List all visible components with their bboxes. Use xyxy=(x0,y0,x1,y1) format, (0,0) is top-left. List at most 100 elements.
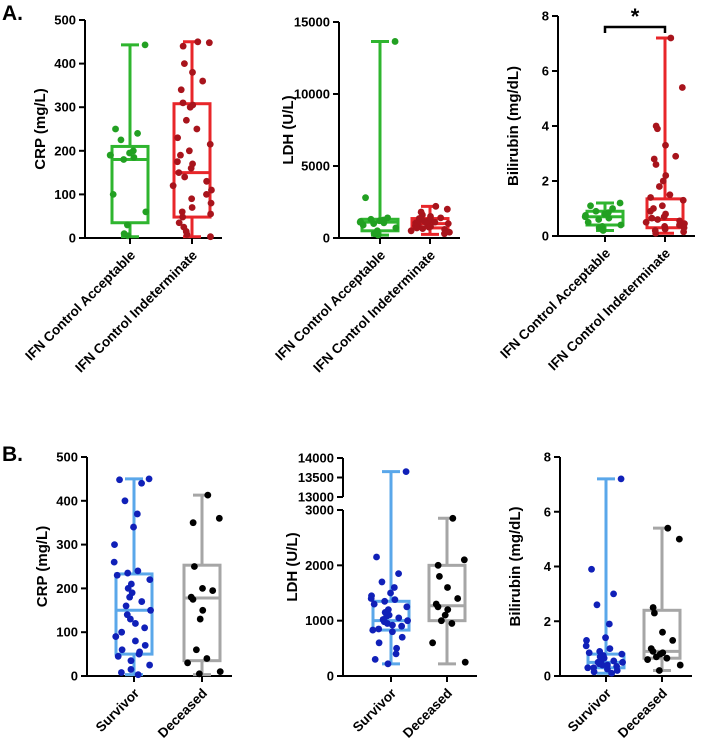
data-point xyxy=(130,153,138,161)
data-point xyxy=(610,657,618,665)
data-point xyxy=(662,172,670,179)
data-point xyxy=(141,41,149,49)
data-point xyxy=(404,617,411,625)
data-point xyxy=(134,567,142,575)
data-point xyxy=(189,68,196,76)
data-point xyxy=(449,514,457,522)
data-point xyxy=(199,77,207,85)
data-point xyxy=(652,161,660,168)
data-point xyxy=(595,216,603,223)
data-point xyxy=(678,84,686,91)
data-point xyxy=(130,523,137,531)
data-point xyxy=(384,660,392,668)
y-axis-title: Bilirubin (mg/dL) xyxy=(505,66,522,186)
data-point xyxy=(598,661,606,669)
data-point xyxy=(378,578,386,586)
data-point xyxy=(371,656,379,663)
data-point xyxy=(398,622,406,630)
y-tick-label: 300 xyxy=(56,537,78,552)
significance-bracket xyxy=(603,25,667,33)
data-point xyxy=(582,642,590,650)
data-point xyxy=(118,628,126,636)
data-point xyxy=(370,600,378,608)
data-point xyxy=(206,140,214,148)
panel-label-b: B. xyxy=(2,443,23,466)
y-tick-label: 1000 xyxy=(305,613,334,628)
data-point xyxy=(419,225,427,233)
data-point xyxy=(113,571,121,579)
data-point xyxy=(660,213,668,221)
data-point xyxy=(216,668,224,676)
data-point xyxy=(359,221,367,229)
data-point xyxy=(126,615,134,623)
y-tick-label: 300 xyxy=(54,100,76,115)
y-tick-label: 14000 xyxy=(298,451,334,466)
y-tick-label: 0 xyxy=(327,669,334,684)
data-point xyxy=(191,563,198,570)
data-point xyxy=(110,558,118,566)
data-point xyxy=(431,218,439,226)
data-point xyxy=(194,38,202,46)
x-category-label: IFN Control Indeterminate xyxy=(545,245,673,373)
data-point xyxy=(617,221,625,229)
data-point xyxy=(672,152,680,160)
data-point xyxy=(605,214,613,222)
data-point xyxy=(443,205,451,213)
data-point xyxy=(389,621,396,629)
data-point xyxy=(432,202,440,210)
data-point xyxy=(461,658,469,666)
y-tick-label: 500 xyxy=(56,450,78,465)
data-point xyxy=(444,606,452,613)
data-point xyxy=(146,576,154,584)
data-point xyxy=(173,158,181,166)
panel-label-a: A. xyxy=(2,2,23,25)
data-point xyxy=(669,637,677,644)
data-point xyxy=(584,218,592,226)
data-point xyxy=(679,196,687,204)
y-tick-label: 4 xyxy=(544,559,552,574)
data-point xyxy=(138,479,145,487)
data-point xyxy=(186,103,194,111)
y-tick-label: 2 xyxy=(542,174,549,189)
data-point xyxy=(648,214,656,222)
data-point xyxy=(649,647,657,655)
x-category-label: IFN Control Acceptable xyxy=(22,247,138,363)
data-point xyxy=(429,639,437,647)
data-point xyxy=(374,231,382,239)
data-point xyxy=(141,641,149,649)
data-point xyxy=(649,604,657,611)
data-point xyxy=(593,601,601,609)
data-point xyxy=(403,603,411,611)
data-point xyxy=(610,590,617,598)
data-point xyxy=(138,598,146,605)
y-tick-label: 3000 xyxy=(305,503,334,518)
data-point xyxy=(644,656,652,663)
data-point xyxy=(112,633,120,640)
y-tick-label: 13000 xyxy=(298,490,334,505)
y-axis-title: LDH (U/L) xyxy=(280,95,297,164)
data-point xyxy=(114,652,122,660)
data-point xyxy=(398,633,406,641)
data-point xyxy=(122,602,130,610)
data-point xyxy=(441,230,448,238)
data-point xyxy=(127,657,135,665)
y-tick-label: 0 xyxy=(69,231,76,246)
data-point xyxy=(146,661,154,669)
data-point xyxy=(189,595,197,603)
data-point xyxy=(203,655,211,662)
data-point xyxy=(135,650,143,658)
data-point xyxy=(437,214,445,222)
data-point xyxy=(588,565,595,573)
data-point xyxy=(663,654,671,662)
y-tick-label: 13500 xyxy=(298,470,334,485)
y-axis-title: CRP (mg/L) xyxy=(32,88,49,169)
data-point xyxy=(436,573,443,580)
data-point xyxy=(616,199,624,207)
data-point xyxy=(117,669,125,676)
chart-b-crp: 0 100 200 300 400 500 CRP (mg/L) Survivor Deceas… xyxy=(34,450,232,741)
data-point xyxy=(441,611,449,619)
data-point xyxy=(199,606,207,614)
data-point xyxy=(177,86,185,94)
y-tick-label: 15000 xyxy=(294,15,330,30)
x-category-label: Survivor xyxy=(565,685,615,735)
